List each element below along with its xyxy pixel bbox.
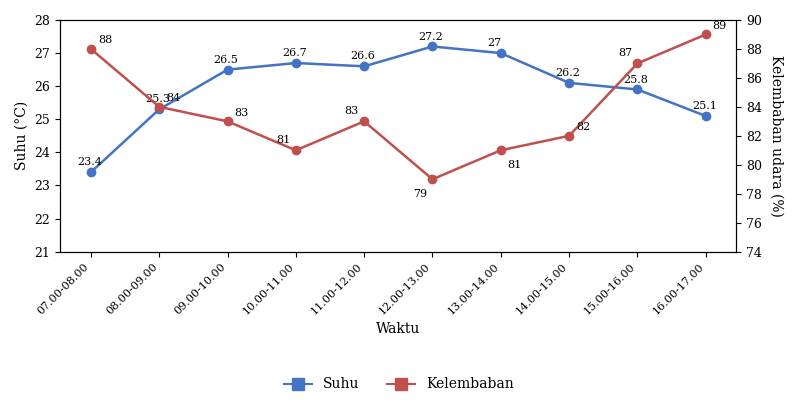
Kelembaban [359, 119, 369, 124]
X-axis label: Waktu: Waktu [376, 322, 421, 336]
Text: 79: 79 [413, 189, 427, 199]
Text: 23.4: 23.4 [77, 157, 102, 167]
Kelembaban [291, 148, 301, 153]
Suhu [428, 44, 437, 49]
Text: 26.6: 26.6 [350, 51, 375, 61]
Line: Kelembaban: Kelembaban [87, 30, 710, 184]
Suhu [701, 113, 710, 118]
Suhu [496, 51, 506, 55]
Text: 25.1: 25.1 [692, 101, 717, 111]
Suhu [359, 64, 369, 69]
Suhu [223, 67, 232, 72]
Text: 82: 82 [576, 122, 591, 132]
Text: 87: 87 [618, 49, 632, 58]
Kelembaban [428, 177, 437, 182]
Kelembaban [633, 61, 642, 66]
Kelembaban [86, 47, 96, 51]
Text: 81: 81 [276, 135, 290, 145]
Text: 26.5: 26.5 [214, 55, 239, 65]
Suhu [291, 60, 301, 65]
Kelembaban [701, 32, 710, 37]
Kelembaban [155, 104, 164, 109]
Text: 25.3: 25.3 [145, 94, 170, 104]
Text: 83: 83 [345, 106, 359, 116]
Kelembaban [496, 148, 506, 153]
Text: 26.2: 26.2 [555, 68, 580, 78]
Text: 25.8: 25.8 [623, 75, 649, 84]
Suhu [155, 107, 164, 112]
Text: 26.7: 26.7 [282, 48, 306, 58]
Y-axis label: Kelembaban udara (%): Kelembaban udara (%) [769, 55, 783, 217]
Legend: Suhu, Kelembaban: Suhu, Kelembaban [279, 372, 519, 397]
Line: Suhu: Suhu [87, 42, 710, 176]
Kelembaban [223, 119, 232, 124]
Text: 81: 81 [508, 160, 522, 171]
Suhu [86, 170, 96, 175]
Suhu [633, 87, 642, 92]
Text: 84: 84 [166, 93, 180, 103]
Text: 89: 89 [713, 21, 727, 31]
Kelembaban [564, 133, 574, 138]
Text: 88: 88 [98, 35, 112, 45]
Suhu [564, 80, 574, 85]
Text: 27: 27 [487, 38, 501, 48]
Text: 83: 83 [235, 108, 249, 118]
Text: 27.2: 27.2 [419, 31, 444, 42]
Y-axis label: Suhu (°C): Suhu (°C) [15, 101, 29, 171]
